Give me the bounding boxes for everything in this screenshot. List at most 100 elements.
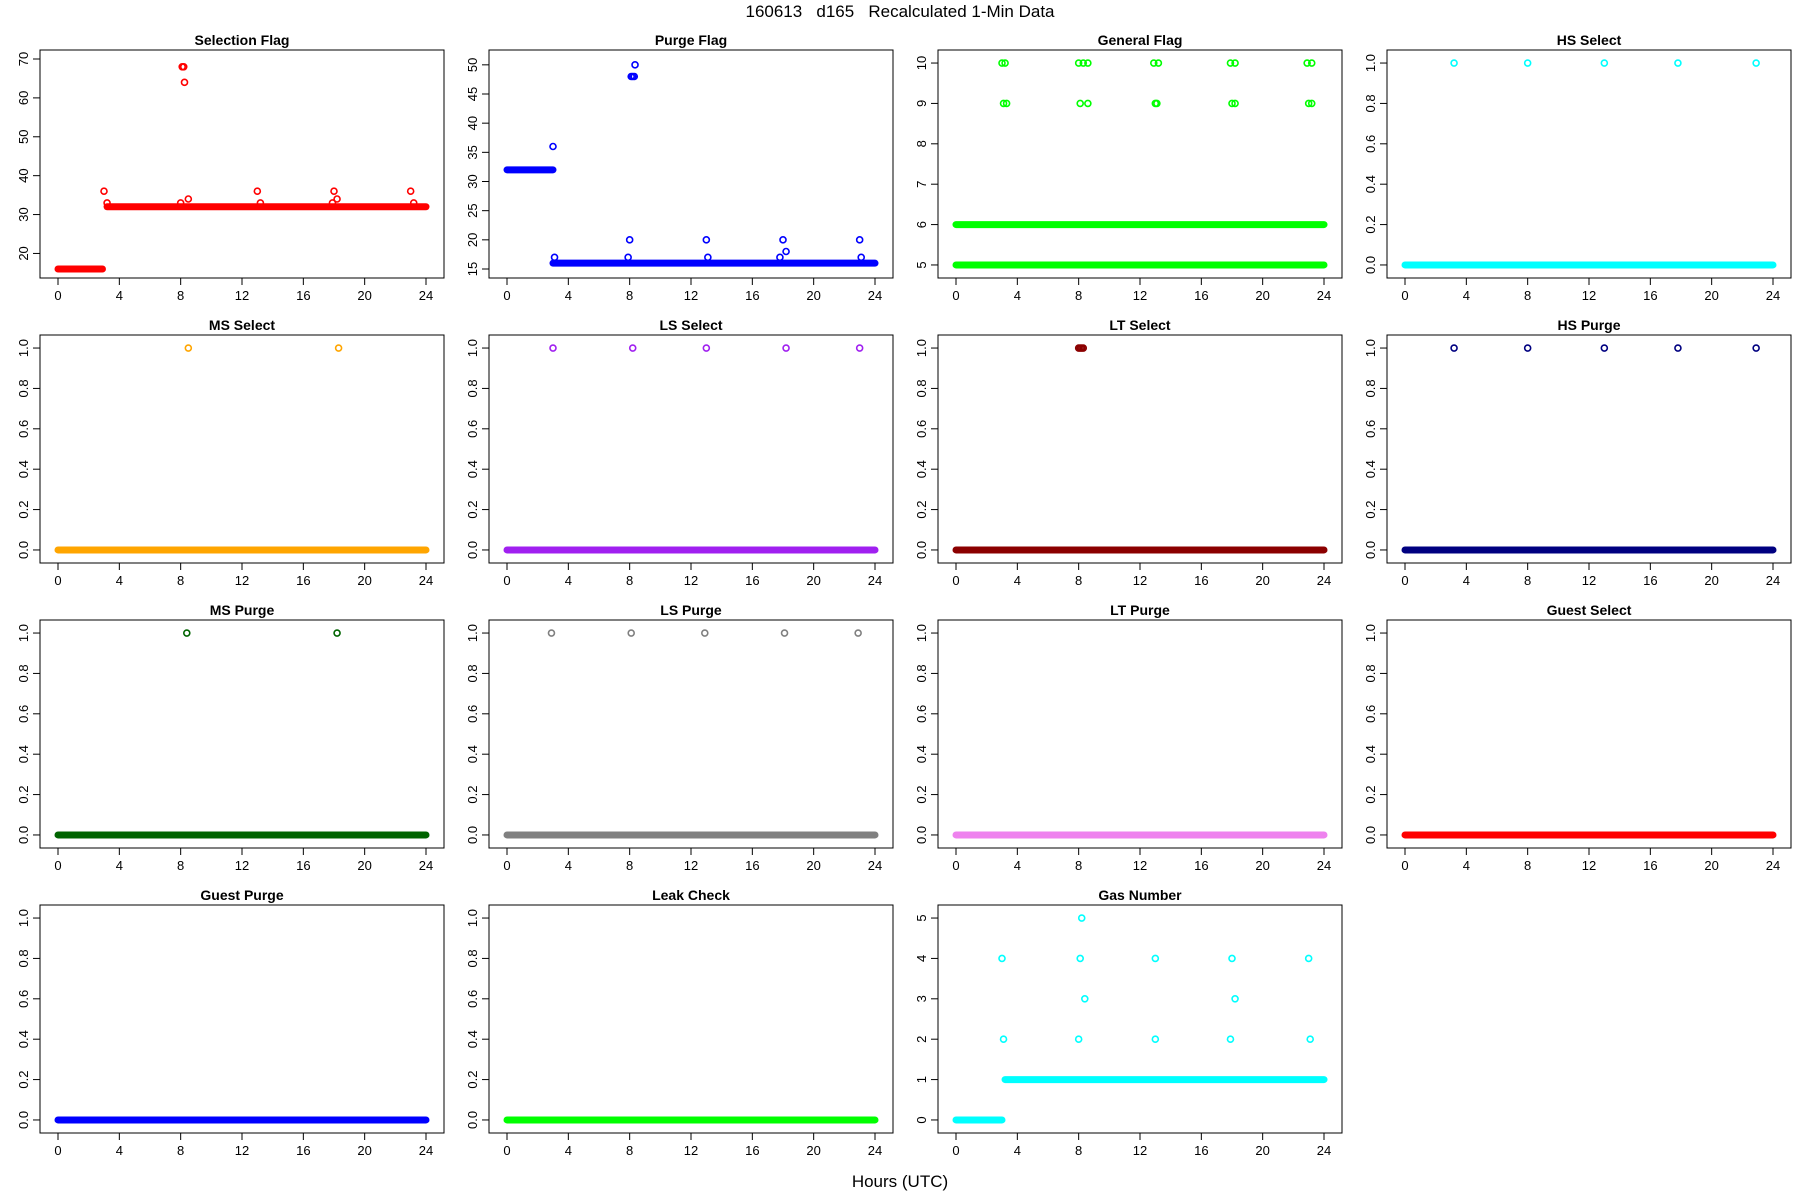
y-tick-label: 30 xyxy=(465,174,480,188)
y-tick-label: 40 xyxy=(16,168,31,182)
y-tick-label: 1 xyxy=(914,1076,929,1083)
data-point xyxy=(627,629,636,637)
data-point xyxy=(704,253,712,262)
y-tick-label: 0.0 xyxy=(16,1111,31,1129)
y-tick-label: 0.6 xyxy=(465,420,480,438)
x-tick-label: 16 xyxy=(1643,858,1657,873)
data-point xyxy=(1076,954,1084,963)
x-tick-label: 8 xyxy=(1075,1143,1082,1158)
data-point xyxy=(1226,59,1235,67)
data-point xyxy=(333,629,341,637)
x-tick-label: 8 xyxy=(626,858,633,873)
y-tick-label: 0.2 xyxy=(465,1071,480,1089)
x-tick-label: 4 xyxy=(565,573,572,588)
data-point xyxy=(779,236,787,244)
x-tick-label: 4 xyxy=(1014,573,1021,588)
x-tick-label: 8 xyxy=(626,288,633,303)
y-tick-label: 1.0 xyxy=(1363,54,1378,72)
y-tick-label: 0.4 xyxy=(16,745,31,763)
y-tick-label: 10 xyxy=(914,56,929,70)
x-tick-label: 12 xyxy=(1582,288,1596,303)
y-tick-label: 0.0 xyxy=(1363,541,1378,559)
y-tick-label: 2 xyxy=(914,1036,929,1043)
data-point xyxy=(176,199,185,207)
data-point xyxy=(333,195,341,203)
data-point xyxy=(631,61,639,69)
x-tick-label: 20 xyxy=(1255,573,1269,588)
x-tick-label: 0 xyxy=(503,573,510,588)
data-point xyxy=(1002,99,1011,108)
y-tick-label: 0.0 xyxy=(1363,256,1378,274)
data-point xyxy=(776,253,784,262)
y-tick-label: 0.0 xyxy=(465,1111,480,1129)
panel-title: Guest Select xyxy=(1547,602,1632,618)
panel-hs-select: HS Select 0 4 8 12 16 20 24 0.0 0.2 0.4 0.6 0.8 1.0 xyxy=(1363,32,1792,303)
data-point xyxy=(1077,914,1086,922)
data-point xyxy=(1084,59,1092,67)
y-tick-label: 0.2 xyxy=(16,786,31,804)
x-tick-label: 8 xyxy=(1075,573,1082,588)
x-tick-label: 16 xyxy=(296,288,310,303)
data-point xyxy=(1228,99,1236,108)
data-point xyxy=(1450,344,1458,352)
data-point xyxy=(1226,1035,1235,1043)
y-tick-label: 4 xyxy=(914,955,929,962)
x-tick-label: 4 xyxy=(1014,288,1021,303)
data-point xyxy=(1307,59,1316,67)
x-tick-label: 8 xyxy=(626,1143,633,1158)
data-point xyxy=(780,629,789,637)
y-tick-label: 0.4 xyxy=(1363,460,1378,478)
y-tick-label: 0.8 xyxy=(1363,664,1378,682)
x-tick-label: 24 xyxy=(868,858,882,873)
data-point xyxy=(184,195,193,203)
data-point xyxy=(702,344,711,352)
plot-frame xyxy=(937,49,1343,279)
data-point xyxy=(1081,995,1089,1003)
y-tick-label: 6 xyxy=(914,221,929,228)
data-point xyxy=(547,629,556,637)
y-tick-label: 0.8 xyxy=(914,664,929,682)
y-tick-label: 0.0 xyxy=(465,541,480,559)
x-tick-label: 16 xyxy=(296,573,310,588)
x-tick-label: 20 xyxy=(357,1143,371,1158)
panel-title: LS Purge xyxy=(660,602,722,618)
data-point xyxy=(998,59,1006,67)
y-tick-label: 40 xyxy=(465,116,480,130)
data-point xyxy=(1674,344,1682,352)
y-tick-label: 0.8 xyxy=(465,664,480,682)
x-tick-label: 20 xyxy=(1704,573,1718,588)
y-tick-label: 0.2 xyxy=(1363,786,1378,804)
x-tick-label: 20 xyxy=(1255,858,1269,873)
y-tick-label: 0.4 xyxy=(1363,175,1378,193)
y-tick-label: 0 xyxy=(914,1116,929,1123)
x-tick-label: 16 xyxy=(1643,573,1657,588)
x-tick-label: 4 xyxy=(116,1143,123,1158)
panel-selection-flag: Selection Flag 0 4 8 12 16 20 24 20 30 40 50 60 70 xyxy=(16,32,445,303)
data-point xyxy=(1231,995,1239,1003)
panel-hs-purge: HS Purge 0 4 8 12 16 20 24 0.0 0.2 0.4 0.6 0.8 1.0 xyxy=(1363,317,1792,588)
data-point xyxy=(1523,344,1532,352)
data-point xyxy=(624,253,632,262)
x-tick-label: 20 xyxy=(1255,1143,1269,1158)
x-tick-label: 24 xyxy=(419,573,433,588)
data-point xyxy=(855,344,864,352)
y-tick-label: 0.4 xyxy=(914,745,929,763)
y-tick-label: 0.0 xyxy=(914,541,929,559)
data-point xyxy=(1079,344,1088,352)
y-tick-label: 0.2 xyxy=(1363,216,1378,234)
x-tick-label: 4 xyxy=(1014,1143,1021,1158)
x-tick-label: 12 xyxy=(684,1143,698,1158)
data-point xyxy=(1304,954,1313,963)
x-tick-label: 12 xyxy=(1133,1143,1147,1158)
x-tick-label: 20 xyxy=(1704,858,1718,873)
x-tick-label: 0 xyxy=(503,858,510,873)
y-tick-label: 1.0 xyxy=(465,909,480,927)
data-point xyxy=(256,199,265,207)
data-point xyxy=(999,1035,1008,1043)
data-point xyxy=(857,253,866,262)
panel-title: Gas Number xyxy=(1098,887,1182,903)
y-tick-label: 0.2 xyxy=(914,501,929,519)
x-tick-label: 4 xyxy=(565,1143,572,1158)
x-tick-label: 8 xyxy=(1075,858,1082,873)
